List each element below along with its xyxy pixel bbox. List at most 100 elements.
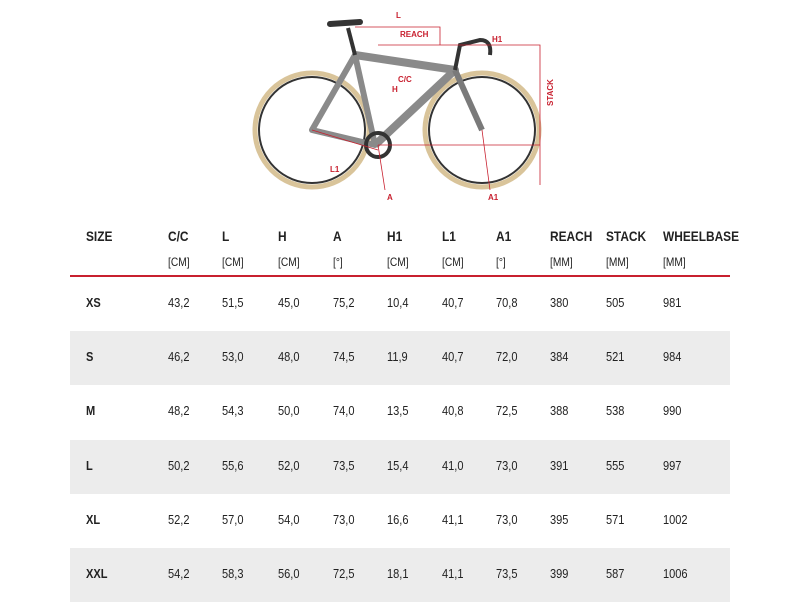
value-cell: 53,0 [222,349,244,365]
value-cell: 538 [606,403,625,419]
size-cell: XS [86,295,101,310]
value-cell: 51,5 [222,295,244,310]
column-unit: [CM] [442,255,464,269]
value-cell: 52,0 [278,457,300,473]
value-cell: 40,7 [442,295,464,310]
value-cell: 395 [550,511,569,527]
column-unit: [°] [496,255,506,269]
value-cell: 981 [663,295,682,310]
measure-lines [311,26,541,191]
table-row [70,548,730,602]
column-header: H [278,228,287,244]
column-header: H1 [387,228,403,244]
diagram-label: L1 [330,165,340,174]
value-cell: 391 [550,457,569,473]
value-cell: 73,0 [333,511,355,527]
value-cell: 74,0 [333,403,355,419]
value-cell: 73,5 [333,457,355,473]
bike-drawing [252,19,542,190]
value-cell: 555 [606,457,625,473]
value-cell: 984 [663,349,682,365]
value-cell: 58,3 [222,566,244,581]
column-header: WHEELBASE [663,228,740,244]
value-cell: 1002 [663,511,688,527]
diagram-label: A [387,193,393,202]
value-cell: 46,2 [168,349,190,365]
column-header: STACK [606,228,647,244]
column-unit: [CM] [387,255,409,269]
value-cell: 74,5 [333,349,355,365]
size-cell: M [86,403,96,419]
value-cell: 997 [663,457,682,473]
value-cell: 54,0 [278,511,300,527]
value-cell: 72,5 [496,403,518,419]
value-cell: 388 [550,403,569,419]
value-cell: 384 [550,349,569,365]
value-cell: 571 [606,511,625,527]
column-unit: [CM] [222,255,244,269]
header-rule [70,275,730,277]
value-cell: 70,8 [496,295,518,310]
value-cell: 41,1 [442,566,464,581]
column-unit: [°] [333,255,343,269]
value-cell: 72,0 [496,349,518,365]
value-cell: 10,4 [387,295,409,310]
value-cell: 43,2 [168,295,190,310]
column-header: A [333,228,342,244]
value-cell: 16,6 [387,511,409,527]
value-cell: 521 [606,349,625,365]
value-cell: 380 [550,295,569,310]
diagram-label: A1 [488,193,499,202]
value-cell: 13,5 [387,403,409,419]
size-cell: S [86,349,94,365]
column-header: A1 [496,228,512,244]
value-cell: 52,2 [168,511,190,527]
value-cell: 15,4 [387,457,409,473]
table-row [70,439,730,494]
column-unit: [MM] [663,255,686,269]
value-cell: 50,2 [168,457,190,473]
value-cell: 73,0 [496,511,518,527]
table-row [70,331,730,386]
value-cell: 50,0 [278,403,300,419]
column-unit: [MM] [550,255,573,269]
value-cell: 45,0 [278,295,300,310]
value-cell: 75,2 [333,295,355,310]
value-cell: 40,8 [442,403,464,419]
value-cell: 72,5 [333,566,355,581]
value-cell: 57,0 [222,511,244,527]
column-unit: [CM] [278,255,300,269]
diagram-label: H [392,85,398,94]
column-header: L1 [442,228,456,244]
value-cell: 11,9 [387,349,408,365]
value-cell: 18,1 [387,566,409,581]
column-unit: [CM] [168,255,190,269]
value-cell: 587 [606,566,625,581]
size-cell: XL [86,511,101,527]
diagram-label: L [396,11,401,20]
value-cell: 73,0 [496,457,518,473]
value-cell: 73,5 [496,566,518,581]
value-cell: 505 [606,295,625,310]
diagram-label: C/C [398,75,412,84]
column-header: L [222,228,230,244]
value-cell: 41,0 [442,457,464,473]
diagram-label: REACH [400,30,429,39]
column-header: REACH [550,228,593,244]
value-cell: 40,7 [442,349,464,365]
value-cell: 41,1 [442,511,464,527]
column-header: C/C [168,228,189,244]
diagram-label: H1 [492,35,503,44]
bike-diagram: L REACH H1 C/C H STACK A A1 L1 [252,11,555,202]
column-header: SIZE [86,228,113,244]
value-cell: 54,2 [168,566,190,581]
value-cell: 55,6 [222,457,244,473]
value-cell: 48,0 [278,349,300,365]
value-cell: 990 [663,403,682,419]
value-cell: 1006 [663,566,688,581]
diagram-label: STACK [546,79,555,106]
value-cell: 54,3 [222,403,244,419]
value-cell: 399 [550,566,569,581]
